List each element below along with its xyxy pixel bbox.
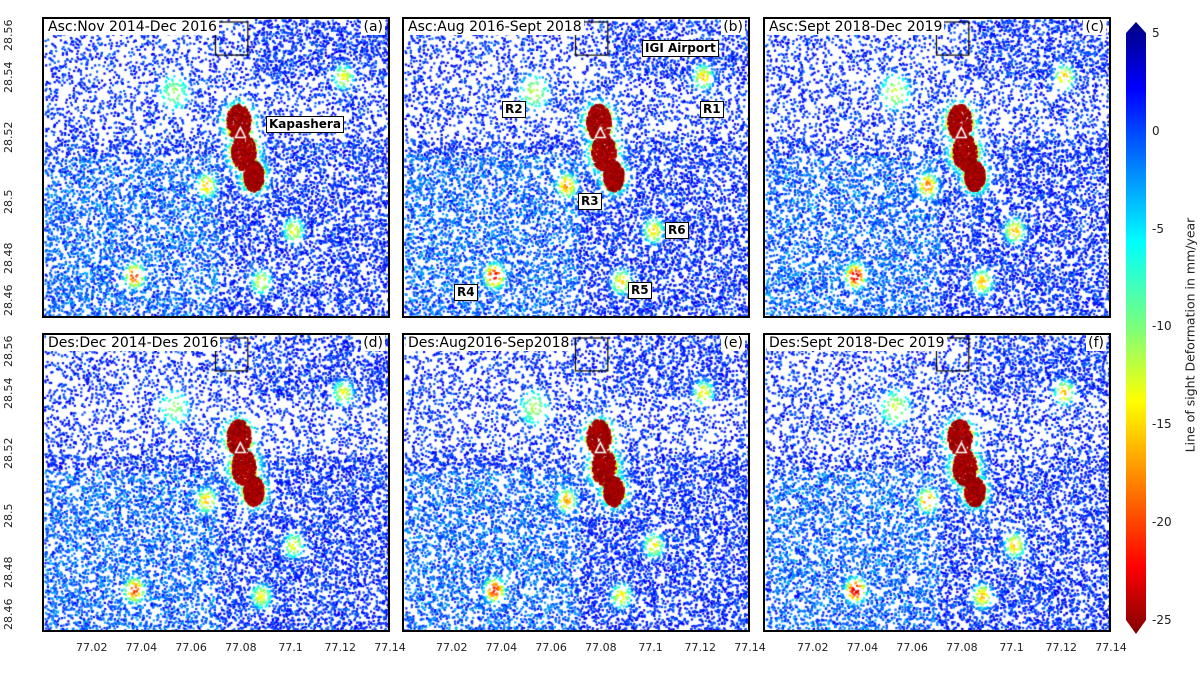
region-label: R2 bbox=[502, 101, 526, 118]
map-panel-e: Des:Aug2016-Sep2018 (e) bbox=[402, 333, 750, 632]
map-panel-a: Asc:Nov 2014-Dec 2016 (a) Kapashera bbox=[42, 17, 390, 318]
x-tick-label: 77.1 bbox=[278, 641, 303, 654]
colorbar-tick-label: 5 bbox=[1152, 26, 1160, 40]
colorbar-tick-label: -10 bbox=[1152, 319, 1172, 334]
panel-letter: (a) bbox=[361, 19, 385, 35]
x-tick-label: 77.14 bbox=[734, 641, 766, 654]
colorbar-title: Line of sight Deformation in mm/year bbox=[1182, 217, 1198, 453]
x-tick-label: 77.02 bbox=[435, 641, 468, 654]
panel-letter: (b) bbox=[721, 19, 745, 35]
x-tick-label: 77.14 bbox=[1095, 641, 1127, 654]
panel-title: Des:Dec 2014-Des 2016 bbox=[46, 335, 221, 351]
region-label: IGI Airport bbox=[642, 40, 719, 57]
map-panel-f: Des:Sept 2018-Dec 2019 (f) bbox=[763, 333, 1111, 632]
panel-title: Asc:Nov 2014-Dec 2016 bbox=[46, 19, 219, 35]
map-panel-b: Asc:Aug 2016-Sept 2018 (b) IGI Airport R1 R2… bbox=[402, 17, 750, 318]
x-tick-label: 77.08 bbox=[225, 641, 257, 654]
deformation-scatter bbox=[765, 19, 1109, 316]
region-label: R6 bbox=[665, 222, 689, 239]
panel-letter: (f) bbox=[1086, 335, 1106, 351]
colorbar-tick-label: 0 bbox=[1152, 123, 1160, 138]
panel-letter: (e) bbox=[721, 335, 745, 351]
panel-title: Des:Aug2016-Sep2018 bbox=[406, 335, 572, 351]
x-tick-label: 77.06 bbox=[896, 641, 928, 654]
colorbar-tick-label: -20 bbox=[1152, 515, 1172, 529]
x-tick-label: 77.08 bbox=[946, 641, 978, 654]
x-tick-label: 77.02 bbox=[796, 641, 829, 654]
map-panel-c: Asc:Sept 2018-Dec 2019 (c) bbox=[763, 17, 1111, 318]
x-tick-label: 77.12 bbox=[324, 641, 357, 654]
x-tick-label: 77.08 bbox=[585, 641, 617, 654]
map-panel-d: Des:Dec 2014-Des 2016 (d) bbox=[42, 333, 390, 632]
deformation-scatter bbox=[44, 19, 388, 316]
x-tick-label: 77.06 bbox=[535, 641, 567, 654]
colorbar-tick-label: -5 bbox=[1152, 221, 1164, 236]
x-tick-label: 77.04 bbox=[846, 641, 879, 654]
region-label: R5 bbox=[628, 282, 652, 299]
region-label: R4 bbox=[454, 284, 478, 301]
x-tick-label: 77.06 bbox=[175, 641, 207, 654]
colorbar-tick-label: -25 bbox=[1152, 612, 1172, 627]
x-tick-label: 77.12 bbox=[1045, 641, 1078, 654]
x-tick-label: 77.14 bbox=[374, 641, 406, 654]
panel-title: Des:Sept 2018-Dec 2019 bbox=[767, 335, 947, 351]
panel-letter: (c) bbox=[1083, 19, 1106, 35]
region-label: Kapashera bbox=[266, 116, 344, 133]
x-tick-label: 77.04 bbox=[125, 641, 158, 654]
region-label: R1 bbox=[700, 101, 724, 118]
deformation-scatter bbox=[765, 335, 1109, 630]
deformation-scatter bbox=[404, 19, 748, 316]
panel-title: Asc:Aug 2016-Sept 2018 bbox=[406, 19, 584, 35]
region-label: R3 bbox=[578, 193, 602, 210]
x-tick-label: 77.1 bbox=[999, 641, 1024, 654]
x-tick-label: 77.1 bbox=[638, 641, 663, 654]
x-tick-label: 77.04 bbox=[485, 641, 518, 654]
x-tick-label: 77.12 bbox=[684, 641, 717, 654]
x-tick-label: 77.02 bbox=[75, 641, 108, 654]
panel-letter: (d) bbox=[361, 335, 385, 351]
colorbar-gradient bbox=[1126, 22, 1146, 634]
colorbar-tick-label: -15 bbox=[1152, 417, 1172, 432]
deformation-scatter bbox=[404, 335, 748, 630]
panel-title: Asc:Sept 2018-Dec 2019 bbox=[767, 19, 945, 35]
deformation-scatter bbox=[44, 335, 388, 630]
